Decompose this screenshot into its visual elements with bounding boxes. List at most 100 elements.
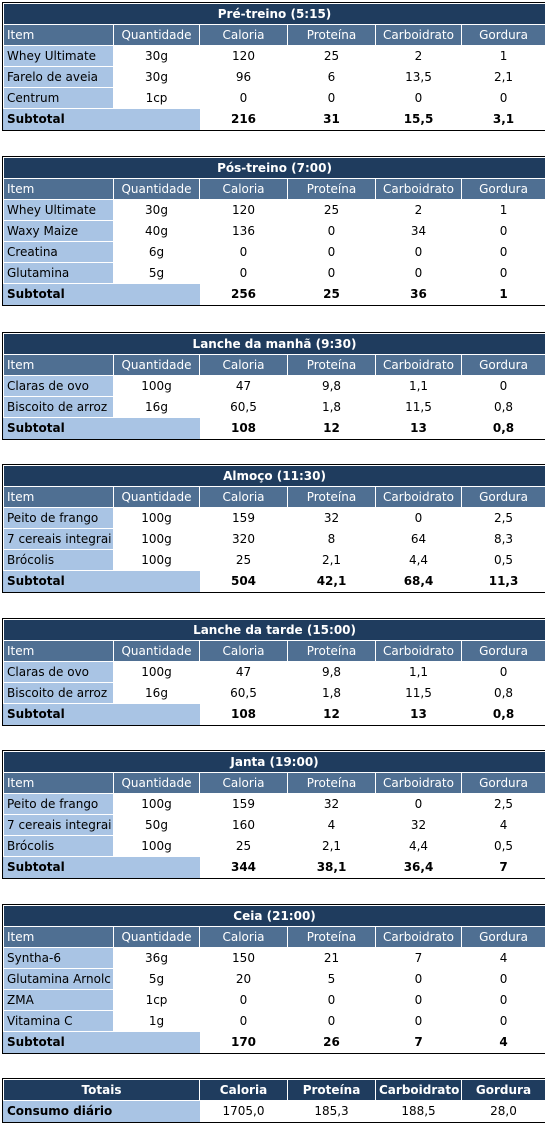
meal-title: Pós-treino (7:00) — [2, 157, 545, 179]
cell-quantity: 1g — [113, 1010, 200, 1032]
cell-calories: 136 — [199, 220, 288, 242]
cell-carbs: 0 — [375, 507, 462, 529]
cell-quantity: 5g — [113, 262, 200, 284]
subtotal-protein: 26 — [287, 1031, 376, 1053]
cell-calories: 0 — [199, 1010, 288, 1032]
daily-total-calories: 1705,0 — [199, 1100, 288, 1122]
cell-protein: 4 — [287, 814, 376, 836]
cell-carbs: 1,1 — [375, 375, 462, 397]
cell-quantity: 100g — [113, 375, 200, 397]
cell-fat: 0 — [460, 220, 545, 242]
cell-quantity: 30g — [113, 66, 200, 88]
daily-total-protein: 185,3 — [287, 1100, 376, 1122]
meal-title: Pré-treino (5:15) — [2, 3, 545, 25]
cell-protein: 0 — [287, 262, 376, 284]
cell-calories: 47 — [199, 375, 288, 397]
subtotal-spacer — [113, 1031, 200, 1053]
column-header-quantity: Quantidade — [113, 486, 200, 508]
column-header-protein: Proteína — [287, 178, 376, 200]
cell-protein: 0 — [287, 989, 376, 1011]
cell-protein: 0 — [287, 87, 376, 109]
cell-carbs: 0 — [375, 87, 462, 109]
meal-title: Almoço (11:30) — [2, 465, 545, 487]
cell-carbs: 11,5 — [375, 682, 462, 704]
cell-protein: 21 — [287, 947, 376, 969]
cell-carbs: 34 — [375, 220, 462, 242]
cell-calories: 320 — [199, 528, 288, 550]
cell-quantity: 5g — [113, 968, 200, 990]
table-row: Glutamina Arnolc 5g 20 5 0 0 — [3, 968, 545, 990]
cell-quantity: 100g — [113, 835, 200, 857]
column-header-fat: Gordura — [460, 640, 545, 662]
column-header-item: Item — [3, 926, 114, 948]
cell-calories: 47 — [199, 661, 288, 683]
cell-fat: 2,5 — [460, 793, 545, 815]
subtotal-row: Subtotal 108 12 13 0,8 — [3, 703, 545, 725]
subtotal-carbs: 13 — [375, 417, 462, 439]
cell-fat: 0 — [461, 375, 545, 397]
cell-calories: 60,5 — [199, 682, 288, 704]
cell-item: Peito de frango — [3, 507, 114, 529]
cell-carbs: 32 — [375, 814, 462, 836]
cell-quantity: 30g — [113, 199, 200, 221]
table-row: Peito de frango 100g 159 32 0 2,5 — [3, 793, 545, 815]
cell-quantity: 36g — [113, 947, 200, 969]
column-header-item: Item — [3, 24, 114, 46]
table-row: Farelo de aveia 30g 96 6 13,5 2,1 — [3, 66, 545, 88]
subtotal-calories: 504 — [199, 570, 288, 592]
meal-table: Ceia (21:00) Item Quantidade Caloria Proteín… — [2, 904, 545, 1054]
column-header-carbs: Carboidrato — [375, 24, 462, 46]
column-header-item: Item — [3, 640, 114, 662]
cell-fat: 0 — [460, 262, 545, 284]
cell-item: Whey Ultimate — [3, 199, 114, 221]
cell-carbs: 4,4 — [375, 549, 462, 571]
column-header-carbs: Carboidrato — [375, 772, 462, 794]
cell-carbs: 0 — [375, 241, 462, 263]
subtotal-spacer — [113, 417, 200, 439]
meal-table: Pré-treino (5:15) Item Quantidade Caloria Pr… — [2, 2, 545, 131]
cell-quantity: 100g — [113, 793, 200, 815]
cell-quantity: 100g — [113, 549, 200, 571]
cell-fat: 0 — [460, 1010, 545, 1032]
cell-item: 7 cereais integrai — [3, 814, 114, 836]
meal-title: Lanche da tarde (15:00) — [2, 619, 545, 641]
daily-total-fat: 28,0 — [461, 1100, 545, 1122]
cell-item: ZMA — [3, 989, 114, 1011]
column-header-carbs: Carboidrato — [375, 178, 462, 200]
subtotal-spacer — [113, 856, 200, 878]
meal-table: Almoço (11:30) Item Quantidade Caloria Prote… — [2, 464, 545, 593]
subtotal-label: Subtotal — [3, 283, 114, 305]
cell-item: Creatina — [3, 241, 114, 263]
cell-carbs: 64 — [375, 528, 462, 550]
cell-fat: 8,3 — [460, 528, 545, 550]
cell-protein: 8 — [287, 528, 376, 550]
table-row: Whey Ultimate 30g 120 25 2 1 — [3, 199, 545, 221]
cell-protein: 2,1 — [287, 835, 376, 857]
column-header-fat: Gordura — [460, 772, 545, 794]
cell-item: Vitamina C — [3, 1010, 114, 1032]
cell-carbs: 1,1 — [375, 661, 462, 683]
totals-header-calories: Caloria — [199, 1079, 288, 1101]
subtotal-row: Subtotal 504 42,1 68,4 11,3 — [3, 570, 545, 592]
cell-protein: 25 — [287, 199, 376, 221]
cell-item: Syntha-6 — [3, 947, 114, 969]
cell-protein: 5 — [287, 968, 376, 990]
table-row: ZMA 1cp 0 0 0 0 — [3, 989, 545, 1011]
subtotal-carbs: 68,4 — [375, 570, 462, 592]
totals-header-fat: Gordura — [461, 1079, 545, 1101]
column-header-protein: Proteína — [287, 926, 376, 948]
table-row: Claras de ovo 100g 47 9,8 1,1 0 — [3, 375, 545, 397]
table-row: Creatina 6g 0 0 0 0 — [3, 241, 545, 263]
cell-item: Glutamina — [3, 262, 114, 284]
cell-protein: 32 — [287, 507, 376, 529]
cell-calories: 120 — [199, 45, 288, 67]
column-header-calories: Caloria — [199, 926, 288, 948]
cell-item: Peito de frango — [3, 793, 114, 815]
totals-header-carbs: Carboidrato — [375, 1079, 462, 1101]
column-header-fat: Gordura — [460, 178, 545, 200]
subtotal-row: Subtotal 108 12 13 0,8 — [3, 417, 545, 439]
subtotal-carbs: 36 — [375, 283, 462, 305]
subtotal-protein: 42,1 — [287, 570, 376, 592]
cell-item: Centrum — [3, 87, 114, 109]
cell-quantity: 6g — [113, 241, 200, 263]
